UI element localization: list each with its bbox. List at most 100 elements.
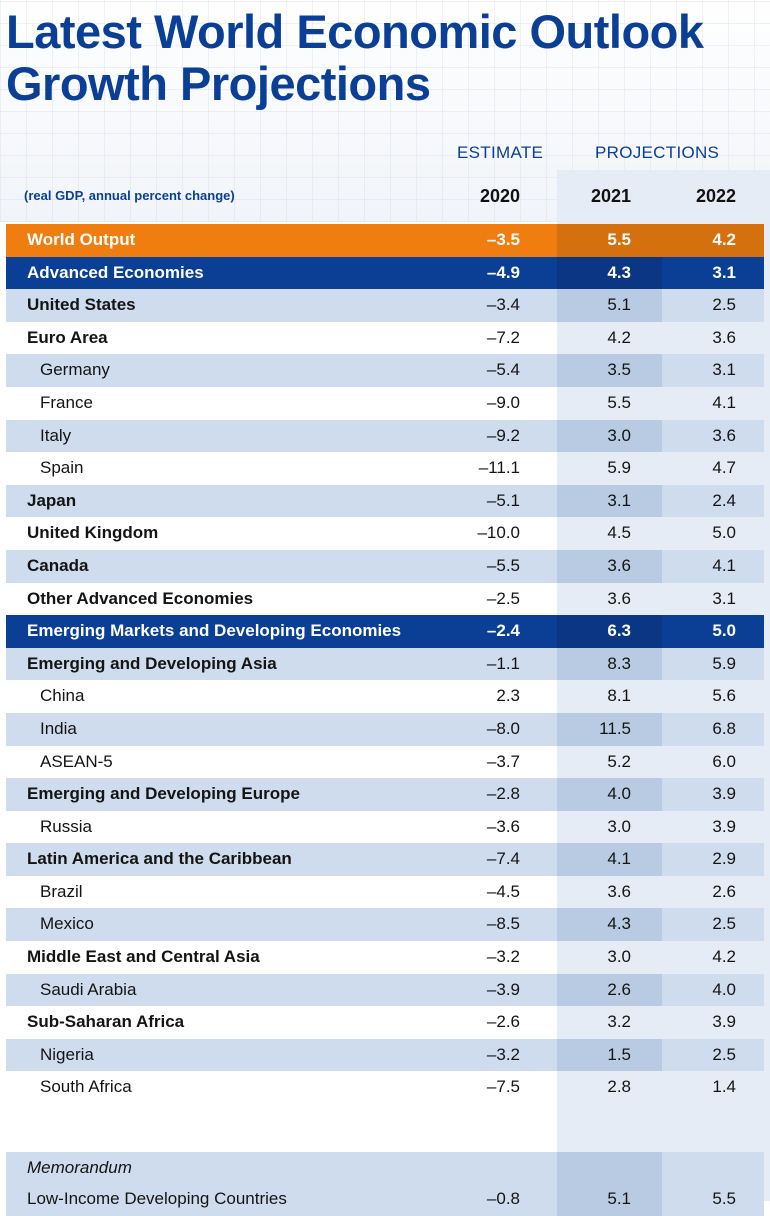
row-label: Saudi Arabia xyxy=(40,979,137,999)
page-title: Latest World Economic Outlook Growth Pro… xyxy=(6,6,766,110)
value-2021: 3.5 xyxy=(607,360,631,380)
value-2020: –3.2 xyxy=(486,947,520,967)
row-label: ASEAN-5 xyxy=(40,751,113,771)
value-2022: 4.2 xyxy=(712,230,736,249)
value-2020: –3.4 xyxy=(486,295,520,315)
value-2022: 3.9 xyxy=(712,1012,736,1032)
projection-cell-bg xyxy=(557,354,662,387)
units-note: (real GDP, annual percent change) xyxy=(24,188,235,203)
row-label: China xyxy=(40,686,85,706)
value-2021: 1.5 xyxy=(607,1044,631,1064)
value-2022: 5.0 xyxy=(712,523,736,543)
row-label: United States xyxy=(27,295,136,315)
table-row: Japan –5.1 3.1 2.4 xyxy=(6,484,764,518)
value-2021: 4.2 xyxy=(607,327,631,347)
row-label: Nigeria xyxy=(40,1044,94,1064)
row-label: World Output xyxy=(27,230,136,249)
value-2022: 2.4 xyxy=(712,490,736,510)
value-2022: 2.5 xyxy=(712,295,736,315)
projections-column-band xyxy=(557,170,770,1201)
value-2021: 5.5 xyxy=(607,230,631,249)
value-2020: –2.6 xyxy=(486,1012,520,1032)
projection-cell-bg xyxy=(557,647,662,681)
row-label: Sub-Saharan Africa xyxy=(27,1012,185,1032)
table-row: India –8.0 11.5 6.8 xyxy=(6,712,764,746)
value-2022: 4.1 xyxy=(712,392,736,412)
value-2020: –5.1 xyxy=(486,490,520,510)
value-2022: 3.1 xyxy=(712,262,736,282)
title-line-2: Growth Projections xyxy=(6,57,431,110)
table-row: Emerging and Developing Asia –1.1 8.3 5.9 xyxy=(6,647,764,681)
value-2020: –9.2 xyxy=(486,425,520,445)
row-label: Latin America and the Caribbean xyxy=(27,849,292,869)
projection-cell-bg xyxy=(557,1038,662,1072)
value-2022: 2.5 xyxy=(712,914,736,934)
table-row: France –9.0 5.5 4.1 xyxy=(6,387,764,420)
projection-cell-bg xyxy=(557,843,662,876)
row-label: Emerging and Developing Asia xyxy=(27,653,277,673)
projection-cell-bg xyxy=(557,973,662,1007)
row-label: Japan xyxy=(27,490,77,510)
value-2020: –1.1 xyxy=(486,653,520,673)
value-2021: 3.0 xyxy=(607,816,631,836)
value-2021: 4.0 xyxy=(607,784,631,804)
value-2021: 3.1 xyxy=(607,490,631,510)
value-2022: 3.6 xyxy=(712,327,736,347)
row-label: Italy xyxy=(40,425,72,445)
row-label: Brazil xyxy=(40,881,83,901)
table-row: South Africa –7.5 2.8 1.4 xyxy=(6,1071,764,1104)
year-2020: 2020 xyxy=(479,186,520,206)
row-label: United Kingdom xyxy=(27,523,159,543)
value-2022: 3.1 xyxy=(712,588,736,608)
table-row: Latin America and the Caribbean –7.4 4.1 2.… xyxy=(6,843,764,876)
memorandum-label: Memorandum xyxy=(27,1158,132,1178)
projection-cell-bg xyxy=(557,908,662,942)
projection-cell-bg xyxy=(557,549,662,583)
row-label: Russia xyxy=(40,816,92,836)
value-2021: 11.5 xyxy=(599,718,631,738)
value-2020: –3.7 xyxy=(486,751,520,771)
value-2021: 4.3 xyxy=(607,262,631,282)
table-row: Middle East and Central Asia –3.2 3.0 4.2 xyxy=(6,941,764,974)
value-2020: –4.9 xyxy=(486,262,520,282)
table-row: Advanced Economies –4.9 4.3 3.1 xyxy=(6,256,764,290)
table-spacer xyxy=(6,1104,764,1152)
value-2020: 2.3 xyxy=(496,686,520,706)
row-label: France xyxy=(40,392,93,412)
value-2020: –7.5 xyxy=(486,1077,520,1097)
value-2020: –3.5 xyxy=(486,230,520,249)
projection-cell-bg xyxy=(557,778,662,811)
value-2021: 4.1 xyxy=(607,849,631,869)
memorandum-row: Memorandum Low-Income Developing Countrie… xyxy=(6,1152,764,1216)
value-2020: –2.4 xyxy=(486,621,520,641)
table-row: Russia –3.6 3.0 3.9 xyxy=(6,811,764,844)
value-2020: –7.4 xyxy=(486,849,520,869)
value-2022: 5.6 xyxy=(712,686,736,706)
row-label: India xyxy=(40,718,77,738)
value-2021: 5.1 xyxy=(607,1189,631,1209)
row-label: Other Advanced Economies xyxy=(27,588,254,608)
growth-table: World Output –3.5 5.5 4.2 Advanced Economies… xyxy=(6,224,764,1216)
projection-cell-bg xyxy=(557,419,662,453)
row-label: Emerging and Developing Europe xyxy=(27,784,300,804)
projection-cell-bg xyxy=(557,224,662,257)
value-2021: 4.3 xyxy=(607,914,631,934)
value-2021: 3.0 xyxy=(607,947,631,967)
value-2022: 1.4 xyxy=(712,1077,736,1097)
table-row: Mexico –8.5 4.3 2.5 xyxy=(6,908,764,942)
value-2020: –2.8 xyxy=(486,784,520,804)
projection-cell-bg xyxy=(557,484,662,518)
value-2021: 5.2 xyxy=(607,751,631,771)
table-row: ASEAN-5 –3.7 5.2 6.0 xyxy=(6,746,764,779)
row-label: Germany xyxy=(40,360,110,380)
row-label: Middle East and Central Asia xyxy=(27,947,260,967)
value-2021: 5.9 xyxy=(607,458,631,478)
value-2020: –2.5 xyxy=(486,588,520,608)
year-2021: 2021 xyxy=(590,186,631,206)
value-2021: 8.3 xyxy=(607,653,631,673)
value-2021: 3.6 xyxy=(607,555,631,575)
value-2021: 3.2 xyxy=(607,1012,631,1032)
value-2020: –11.1 xyxy=(478,458,520,478)
value-2020: –3.6 xyxy=(486,816,520,836)
value-2022: 2.5 xyxy=(712,1044,736,1064)
